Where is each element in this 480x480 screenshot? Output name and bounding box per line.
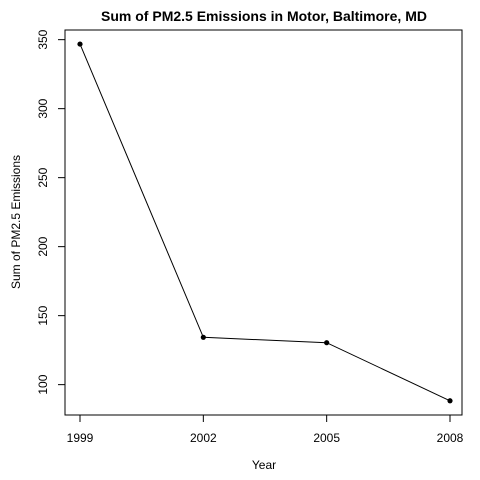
y-tick-label: 250 bbox=[36, 167, 50, 187]
x-axis: 1999 2002 2005 2008 bbox=[67, 414, 464, 445]
data-point bbox=[200, 334, 206, 340]
y-axis-label: Sum of PM2.5 Emissions bbox=[9, 155, 23, 289]
y-tick-label: 200 bbox=[36, 236, 50, 256]
chart-title: Sum of PM2.5 Emissions in Motor, Baltimo… bbox=[101, 8, 427, 24]
x-tick-label: 2005 bbox=[313, 431, 340, 445]
y-tick-label: 150 bbox=[36, 305, 50, 325]
data-point bbox=[324, 340, 330, 346]
plot-box bbox=[64, 29, 463, 416]
x-axis-label: Year bbox=[252, 458, 276, 472]
y-tick-label: 300 bbox=[36, 98, 50, 118]
x-tick-label: 2002 bbox=[190, 431, 217, 445]
y-tick-label: 100 bbox=[36, 374, 50, 394]
data-point bbox=[447, 398, 453, 404]
x-tick-label: 2008 bbox=[437, 431, 464, 445]
series-path bbox=[79, 43, 451, 402]
y-tick-label: 350 bbox=[36, 29, 50, 49]
series-line bbox=[77, 41, 453, 404]
y-axis: 100 150 200 250 300 350 bbox=[36, 29, 66, 395]
x-tick-label: 1999 bbox=[67, 431, 94, 445]
data-point bbox=[77, 41, 83, 47]
